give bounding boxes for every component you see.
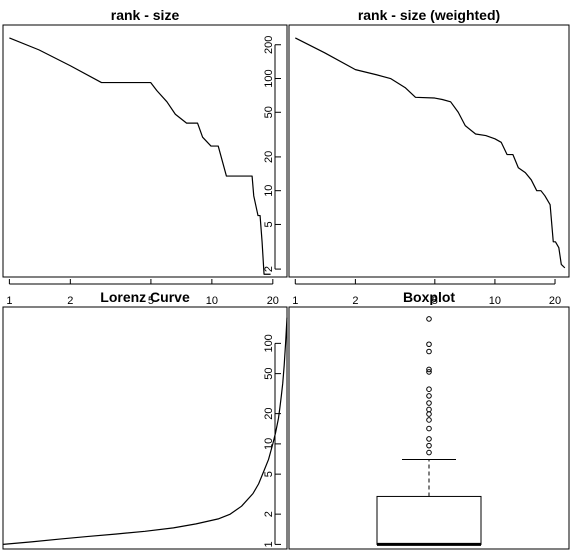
x-tick-label: 1 — [292, 295, 298, 307]
series-line-1 — [2, 317, 288, 545]
chart-panel-3: Lorenz Curve 1 2 5 10 20 50 100 — [2, 289, 288, 550]
box-outlier-point — [426, 400, 432, 406]
box-outlier-point — [426, 449, 432, 456]
y-tick-label: 50 — [263, 106, 275, 118]
chart-panel-2: rank - size (weighted) 1 2 5 10 20 — [288, 7, 570, 307]
chart-panel-1: rank - size 2 5 10 20 50 100 200 1 2 5 10 20 — [2, 7, 288, 307]
box-outlier-point — [426, 366, 432, 373]
box-outlier-point — [426, 393, 432, 399]
box-outlier-point — [426, 406, 432, 413]
chart-title: rank - size — [111, 7, 180, 23]
y-tick-label: 100 — [263, 334, 275, 352]
plot-frame — [2, 24, 288, 278]
box-outlier-point — [426, 386, 432, 392]
box-outlier-point — [426, 369, 432, 375]
plot-frame — [288, 24, 570, 278]
y-tick-label: 100 — [263, 69, 275, 87]
x-tick-label: 10 — [489, 295, 501, 307]
y-tick-label: 5 — [263, 471, 275, 477]
box-outlier-point — [426, 341, 432, 348]
series-line-1 — [295, 37, 566, 269]
chart-title: Lorenz Curve — [100, 289, 190, 305]
series-line-1 — [9, 37, 271, 275]
y-tick-label: 20 — [263, 407, 275, 419]
plot-frame — [2, 306, 288, 550]
y-tick-label: 1 — [263, 541, 275, 547]
x-tick-label: 2 — [67, 295, 73, 307]
y-tick-label: 20 — [263, 151, 275, 163]
box-outlier-point — [426, 316, 432, 322]
box-outlier-point — [426, 442, 432, 449]
plot-frame — [288, 306, 570, 550]
x-tick-label: 5 — [148, 295, 154, 307]
chart-panel-4: Boxplot — [288, 289, 570, 550]
box-outlier-point — [426, 436, 432, 442]
box-outlier-point — [426, 425, 432, 432]
y-tick-label: 50 — [263, 367, 275, 379]
y-tick-label: 200 — [263, 36, 275, 54]
y-tick-label: 5 — [263, 221, 275, 227]
x-tick-label: 10 — [206, 295, 218, 307]
y-tick-label: 2 — [263, 511, 275, 517]
x-tick-label: 5 — [432, 295, 438, 307]
x-tick-label: 20 — [549, 295, 561, 307]
chart-title: Boxplot — [403, 289, 455, 305]
x-tick-label: 2 — [352, 295, 358, 307]
box-outlier-point — [426, 348, 432, 355]
y-tick-label: 10 — [263, 185, 275, 197]
y-tick-label: 2 — [263, 266, 275, 272]
box-outlier-point — [426, 417, 432, 423]
x-tick-label: 20 — [267, 295, 279, 307]
chart-title: rank - size (weighted) — [358, 7, 500, 23]
x-tick-label: 1 — [6, 295, 12, 307]
